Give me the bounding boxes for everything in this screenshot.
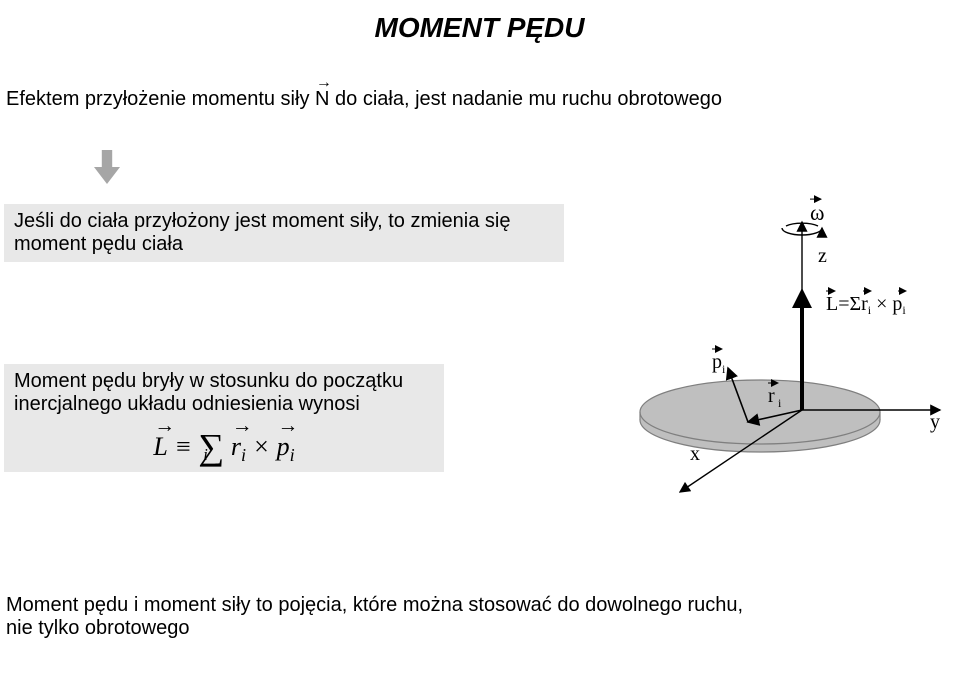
intro-line: Efektem przyłożenie momentu siły N do ci… xyxy=(6,88,722,111)
sum-sign: ∑i xyxy=(198,427,224,467)
intro-prefix: Efektem przyłożenie momentu siły xyxy=(6,88,315,110)
svg-text:p: p xyxy=(712,351,722,373)
vector-p: p xyxy=(277,432,290,462)
vector-r: r xyxy=(231,432,241,462)
svg-text:L=Σri × pi: L=Σri × pi xyxy=(826,293,906,317)
svg-text:x: x xyxy=(690,443,700,465)
footnote: Moment pędu i moment siły to pojęcia, kt… xyxy=(6,594,743,640)
page-title: MOMENT PĘDU xyxy=(0,12,959,44)
vector-L: L xyxy=(153,432,167,462)
svg-text:z: z xyxy=(818,245,827,267)
footnote-line1: Moment pędu i moment siły to pojęcia, kt… xyxy=(6,594,743,617)
premise-line1: Jeśli do ciała przyłożony jest moment si… xyxy=(14,210,554,233)
down-arrow-icon xyxy=(94,150,120,189)
intro-suffix: do ciała, jest nadanie mu ruchu obrotowe… xyxy=(329,88,721,110)
svg-text:y: y xyxy=(930,411,940,433)
title-text: MOMENT PĘDU xyxy=(375,12,585,43)
premise-line2: moment pędu ciała xyxy=(14,233,554,256)
vector-N: N xyxy=(315,88,329,111)
svg-text:i: i xyxy=(722,362,726,376)
angular-momentum-diagram: zyxωripiL=Σri × pi xyxy=(560,192,950,522)
footnote-line2: nie tylko obrotowego xyxy=(6,617,743,640)
definition-line1: Moment pędu bryły w stosunku do początku xyxy=(14,370,434,393)
svg-text:ω: ω xyxy=(810,200,824,225)
premise-box: Jeśli do ciała przyłożony jest moment si… xyxy=(4,204,564,262)
svg-text:r: r xyxy=(768,385,775,407)
cross-sign: × xyxy=(253,432,271,461)
equiv-sign: ≡ xyxy=(174,432,192,461)
definition-box: Moment pędu bryły w stosunku do początku… xyxy=(4,364,444,472)
definition-line2: inercjalnego układu odniesienia wynosi xyxy=(14,393,434,416)
formula-L: L ≡ ∑i ri × pi xyxy=(14,422,434,466)
